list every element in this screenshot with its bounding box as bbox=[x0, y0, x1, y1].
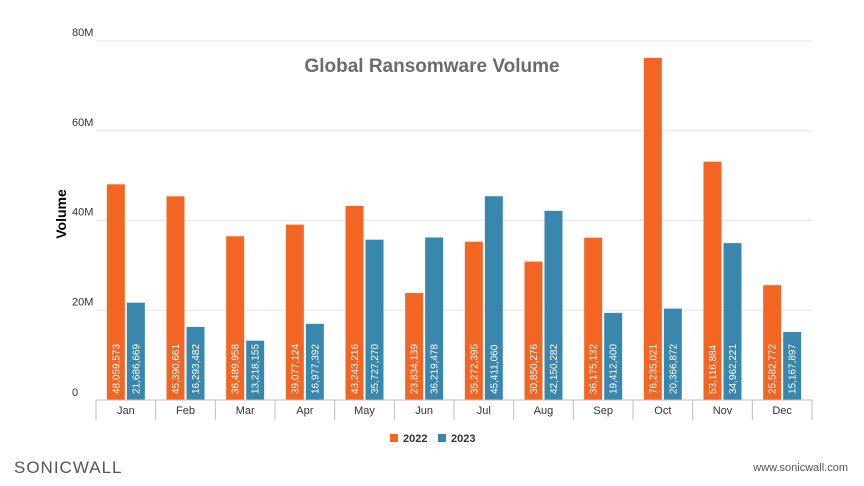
legend-swatch-2023 bbox=[438, 434, 446, 442]
bar-value-label: 36,489,958 bbox=[231, 344, 242, 394]
bar-value-label: 25,582,772 bbox=[768, 344, 779, 394]
bar-2023-jan bbox=[126, 302, 145, 400]
bar-2022-nov bbox=[703, 161, 722, 400]
x-tick-label: May bbox=[354, 405, 375, 417]
x-tick-label: Dec bbox=[772, 405, 792, 417]
bar-value-label: 19,412,400 bbox=[609, 344, 620, 394]
bars bbox=[106, 57, 802, 400]
bar-2022-oct bbox=[643, 57, 662, 400]
bar-value-label: 45,390,661 bbox=[171, 344, 182, 394]
bar-2022-may bbox=[345, 205, 364, 400]
chart-title: Global Ransomware Volume bbox=[304, 56, 559, 77]
x-tick-label: Apr bbox=[296, 405, 313, 417]
bar-value-label: 30,850,276 bbox=[529, 344, 540, 394]
bar-value-label: 34,962,221 bbox=[728, 344, 739, 394]
bar-2023-jul bbox=[484, 196, 503, 400]
bar-value-label: 13,218,155 bbox=[251, 344, 262, 394]
bar-2023-aug bbox=[544, 210, 563, 400]
y-axis-ticks: 0 20M 40M 60M 80M bbox=[72, 27, 93, 399]
y-axis-label: Volume bbox=[53, 189, 69, 239]
bar-value-label: 42,150,282 bbox=[549, 344, 560, 394]
x-tick-label: Jul bbox=[477, 405, 491, 417]
x-tick-label: Aug bbox=[534, 405, 554, 417]
bar-value-label: 35,272,395 bbox=[469, 344, 480, 394]
bar-2022-jul bbox=[464, 241, 483, 400]
bar-value-label: 39,077,124 bbox=[290, 344, 301, 394]
bar-2023-dec bbox=[783, 331, 802, 400]
legend-swatch-2022 bbox=[390, 434, 398, 442]
y-tick-label: 20M bbox=[72, 296, 93, 308]
bar-value-label: 36,219,478 bbox=[430, 344, 441, 394]
x-axis: Jan Feb Mar Apr May Jun Jul Aug Sep Oct Nov Dec bbox=[95, 399, 813, 420]
bar-value-label: 15,167,897 bbox=[788, 344, 799, 394]
bar-value-label: 36,175,132 bbox=[589, 344, 600, 394]
bar-value-labels: 48,059,573 21,686,669 45,390,661 16,293,482… bbox=[111, 344, 798, 394]
bar-2022-dec bbox=[763, 285, 782, 400]
bar-value-label: 16,293,482 bbox=[191, 344, 202, 394]
bar-2022-feb bbox=[166, 196, 185, 400]
sonicwall-logo: SONICWALL bbox=[14, 458, 123, 477]
bar-value-label: 21,686,669 bbox=[131, 344, 142, 394]
bar-2022-jan bbox=[106, 184, 125, 400]
x-tick-label: Feb bbox=[176, 405, 195, 417]
bar-2023-nov bbox=[723, 243, 742, 400]
bar-2023-mar bbox=[246, 340, 265, 400]
bar-value-label: 20,366,872 bbox=[668, 344, 679, 394]
bar-value-label: 35,727,270 bbox=[370, 344, 381, 394]
bar-value-label: 76,235,021 bbox=[648, 344, 659, 394]
bar-2022-apr bbox=[285, 224, 304, 400]
bar-2022-sep bbox=[584, 237, 603, 400]
bar-2023-feb bbox=[186, 326, 205, 400]
bar-2023-oct bbox=[663, 308, 682, 400]
x-tick-label: Sep bbox=[593, 405, 613, 417]
legend: 2022 2023 bbox=[390, 433, 475, 445]
bar-value-label: 43,243,216 bbox=[350, 344, 361, 394]
x-tick-label: Mar bbox=[236, 405, 255, 417]
bar-2023-jun bbox=[425, 237, 444, 400]
legend-label-2023: 2023 bbox=[451, 433, 475, 445]
y-tick-label: 80M bbox=[72, 27, 93, 39]
bar-2022-jun bbox=[405, 293, 424, 400]
y-tick-label: 0 bbox=[72, 387, 78, 399]
bar-value-label: 53,116,884 bbox=[708, 344, 719, 394]
y-tick-label: 40M bbox=[72, 207, 93, 219]
x-tick-label: Oct bbox=[654, 405, 671, 417]
x-tick-label: Nov bbox=[713, 405, 733, 417]
bar-2022-aug bbox=[524, 261, 543, 400]
bar-2023-apr bbox=[305, 323, 324, 400]
bar-value-label: 23,834,139 bbox=[410, 344, 421, 394]
bar-value-label: 45,411,060 bbox=[489, 344, 500, 394]
bar-value-label: 16,977,392 bbox=[310, 344, 321, 394]
x-tick-label: Jan bbox=[117, 405, 135, 417]
bar-2023-may bbox=[365, 239, 384, 400]
bar-2023-sep bbox=[604, 312, 623, 400]
bar-value-label: 48,059,573 bbox=[111, 344, 122, 394]
footer-url[interactable]: www.sonicwall.com bbox=[753, 462, 848, 474]
bar-2022-mar bbox=[226, 236, 245, 400]
x-tick-label: Jun bbox=[415, 405, 433, 417]
gridlines bbox=[96, 40, 812, 311]
legend-label-2022: 2022 bbox=[403, 433, 427, 445]
y-tick-label: 60M bbox=[72, 117, 93, 129]
